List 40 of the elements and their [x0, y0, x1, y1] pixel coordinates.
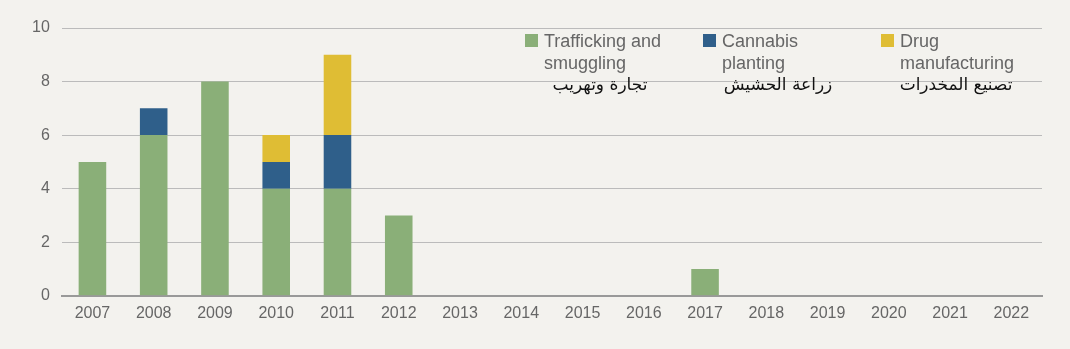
bar — [384, 215, 413, 296]
annotation: زراعة الحشيش — [722, 74, 834, 94]
x-tick-label: 2014 — [503, 303, 540, 321]
x-tick-label: 2020 — [871, 303, 907, 321]
bar — [139, 135, 168, 296]
bar — [262, 135, 290, 162]
y-tick-label: 0 — [40, 286, 50, 304]
y-tick-label: 4 — [40, 179, 50, 197]
bar — [262, 188, 290, 296]
x-tick-label: 2009 — [197, 303, 233, 321]
bar — [323, 188, 352, 296]
y-tick-label: 2 — [40, 232, 50, 250]
y-tick-label: 6 — [40, 125, 50, 143]
bar — [691, 269, 719, 296]
bar — [262, 161, 290, 189]
x-tick-label: 2007 — [74, 303, 111, 321]
legend-label: Cannabis planting — [722, 30, 800, 74]
bar — [139, 108, 168, 136]
x-tick-label: 2015 — [564, 303, 601, 321]
annotation: تصنيع المخدرات — [898, 74, 1014, 94]
x-tick-label: 2011 — [320, 303, 355, 321]
x-tick-label: 2008 — [135, 303, 172, 321]
y-tick-label: 8 — [40, 71, 50, 89]
x-tick-label: 2013 — [442, 303, 478, 321]
x-tick-label: 2017 — [687, 303, 723, 321]
bar — [78, 161, 107, 296]
x-tick-label: 2010 — [258, 303, 295, 321]
bar — [323, 54, 352, 136]
bar — [201, 81, 229, 296]
x-tick-label: 2018 — [748, 303, 785, 321]
x-tick-label: 2021 — [932, 303, 968, 321]
legend-label: Trafficking and smuggling — [544, 30, 663, 74]
x-tick-label: 2022 — [993, 303, 1030, 321]
x-tick-label: 2012 — [380, 303, 417, 321]
legend-label: Drug manufacturing — [900, 30, 1016, 74]
x-tick-label: 2019 — [809, 303, 846, 321]
annotation: تجارة وتهريب — [551, 74, 649, 94]
bar — [323, 135, 352, 189]
y-tick-label: 10 — [32, 18, 50, 36]
x-tick-label: 2016 — [626, 303, 662, 321]
